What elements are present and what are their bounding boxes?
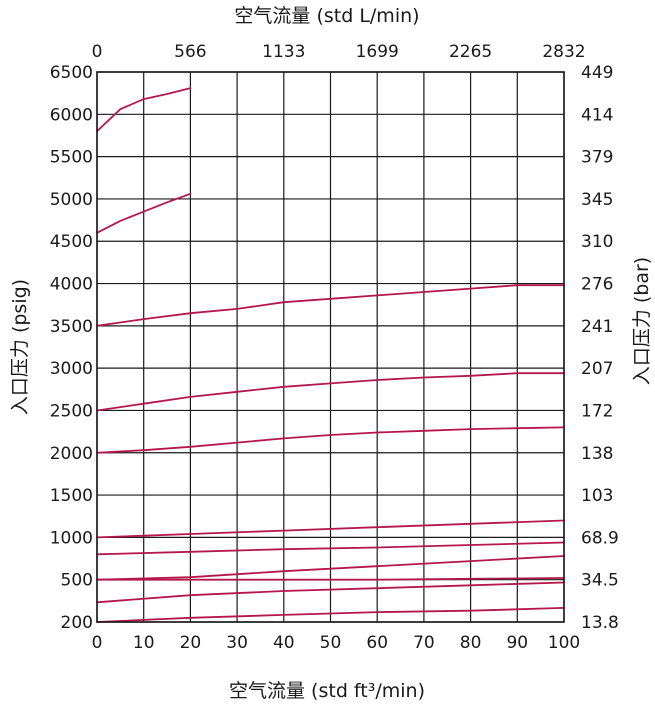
x-tick-label: 60 bbox=[366, 633, 388, 653]
y-right-tick-label: 345 bbox=[581, 190, 613, 210]
y-tick-label: 3500 bbox=[50, 317, 93, 337]
top-tick-label: 2832 bbox=[542, 42, 585, 62]
grid bbox=[96, 71, 565, 623]
y-tick-label: 2500 bbox=[50, 401, 93, 421]
left-axis-title: 入口压力 (psig) bbox=[9, 279, 31, 415]
y-tick-label: 500 bbox=[61, 571, 93, 591]
plot-frame bbox=[96, 71, 565, 623]
x-tick-label: 10 bbox=[133, 633, 155, 653]
series-line bbox=[96, 192, 192, 234]
x-tick-label: 0 bbox=[92, 633, 103, 653]
curves bbox=[96, 87, 565, 623]
top-tick-label: 1133 bbox=[262, 42, 305, 62]
y-tick-label: 200 bbox=[61, 613, 93, 633]
right-tick-labels: 13.8 34.5 68.9 103 138 172 207 241 276 310 345 379 4… bbox=[581, 63, 619, 633]
y-tick-label: 5500 bbox=[50, 148, 93, 168]
y-right-tick-label: 310 bbox=[581, 232, 613, 252]
y-tick-label: 1500 bbox=[50, 486, 93, 506]
x-tick-label: 100 bbox=[548, 633, 580, 653]
y-tick-label: 3000 bbox=[50, 359, 93, 379]
y-right-tick-label: 34.5 bbox=[581, 571, 619, 591]
series-line bbox=[96, 284, 565, 327]
series-line bbox=[96, 87, 192, 133]
y-right-tick-label: 276 bbox=[581, 275, 613, 295]
y-right-tick-label: 172 bbox=[581, 401, 613, 421]
y-right-tick-label: 379 bbox=[581, 148, 613, 168]
top-tick-label: 1699 bbox=[356, 42, 399, 62]
y-right-tick-label: 241 bbox=[581, 317, 613, 337]
top-tick-label: 0 bbox=[92, 42, 103, 62]
series-line bbox=[96, 426, 565, 454]
y-right-tick-label: 449 bbox=[581, 63, 613, 83]
y-tick-label: 6000 bbox=[50, 105, 93, 125]
series-line bbox=[96, 577, 565, 581]
y-right-tick-label: 138 bbox=[581, 444, 613, 464]
x-tick-label: 70 bbox=[413, 633, 435, 653]
y-right-tick-label: 414 bbox=[581, 105, 613, 125]
x-tick-label: 80 bbox=[460, 633, 482, 653]
bottom-tick-labels: 0 10 20 30 40 50 60 70 80 90 100 bbox=[92, 633, 581, 653]
series-line bbox=[96, 519, 565, 539]
y-tick-label: 4500 bbox=[50, 232, 93, 252]
y-right-tick-label: 68.9 bbox=[581, 528, 619, 548]
series-line bbox=[96, 581, 565, 604]
x-tick-label: 20 bbox=[180, 633, 202, 653]
series-line bbox=[96, 372, 565, 412]
left-tick-labels: 200 500 1000 1500 2000 2500 3000 3500 4000 4500 50… bbox=[50, 63, 93, 633]
bottom-axis-title: 空气流量 (std ft³/min) bbox=[229, 680, 425, 702]
top-tick-label: 2265 bbox=[449, 42, 492, 62]
series-line bbox=[96, 607, 565, 623]
y-right-tick-label: 207 bbox=[581, 359, 613, 379]
y-tick-label: 2000 bbox=[50, 444, 93, 464]
series-line bbox=[96, 541, 565, 556]
top-tick-labels: 0 566 1133 1699 2265 2832 bbox=[92, 42, 586, 62]
top-tick-label: 566 bbox=[174, 42, 206, 62]
y-tick-label: 6500 bbox=[50, 63, 93, 83]
y-tick-label: 5000 bbox=[50, 190, 93, 210]
x-tick-label: 90 bbox=[506, 633, 528, 653]
right-axis-title: 入口压力 (bar) bbox=[631, 257, 653, 385]
x-tick-label: 50 bbox=[320, 633, 342, 653]
x-tick-label: 30 bbox=[226, 633, 248, 653]
y-right-tick-label: 13.8 bbox=[581, 613, 619, 633]
y-right-tick-label: 103 bbox=[581, 486, 613, 506]
y-tick-label: 1000 bbox=[50, 528, 93, 548]
y-tick-label: 4000 bbox=[50, 275, 93, 295]
series-line bbox=[96, 555, 565, 581]
top-axis-title: 空气流量 (std L/min) bbox=[234, 5, 419, 27]
x-tick-label: 40 bbox=[273, 633, 295, 653]
